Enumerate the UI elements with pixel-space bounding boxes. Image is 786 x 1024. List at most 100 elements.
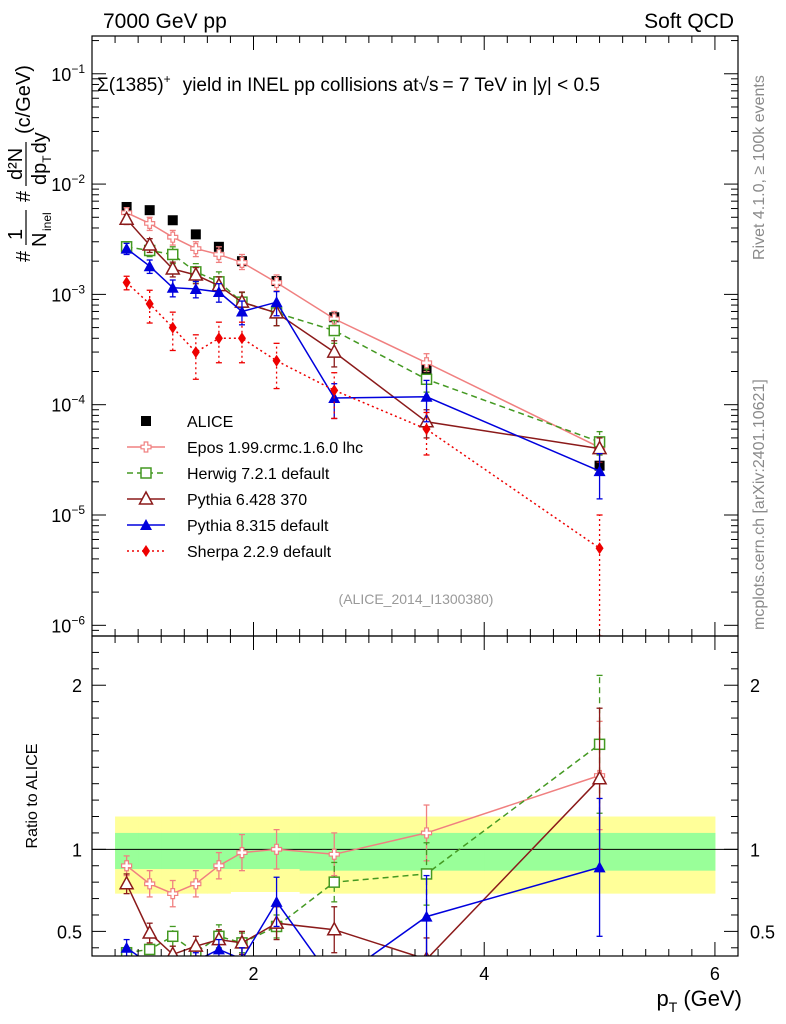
ratio-point-epos-1-99-crmc-1-6-0-lhc [420,827,433,839]
ratio-ytick-label: 0.5 [57,922,82,942]
ratio-point-pythia-8-315-default [420,910,433,922]
main-point-epos-1-99-crmc-1-6-0-lhc [190,243,202,255]
ratio-point-pythia-6-428-370 [591,770,608,785]
legend-marker [142,545,150,557]
ratio-point-pythia-8-315-default [144,958,156,969]
ratio-point-pythia-6-428-370 [326,921,343,936]
ratio-y-label: Ratio to ALICE [24,744,41,849]
ratio-ytick-label-right: 0.5 [750,922,775,942]
ratio-point-epos-1-99-crmc-1-6-0-lhc [328,848,340,860]
main-point-pythia-8-315-default [593,465,606,477]
main-line-sherpa-2-2-9-default [126,282,601,549]
main-ytick-label: 10−1 [51,62,85,85]
main-ytick-label: 10−5 [51,503,85,526]
main-line-pythia-6-428-370 [126,218,600,450]
ratio-line-epos-1-99-crmc-1-6-0-lhc [126,774,600,895]
main-ytick-label: 10−2 [51,172,85,195]
main-point-pythia-6-428-370 [141,236,158,251]
main-title: Σ(1385)+ yield in INEL pp collisions at√s… [97,72,600,96]
main-series-pythia-8-315-default [120,242,606,500]
ratio-point-pythia-6-428-370 [167,945,179,956]
watermark: (ALICE_2014_I1300380) [339,591,494,607]
legend-marker [138,490,154,505]
main-ytick-label: 10−6 [51,613,85,636]
main-point-epos-1-99-crmc-1-6-0-lhc [328,313,340,325]
main-point-epos-1-99-crmc-1-6-0-lhc [144,217,156,230]
main-point-pythia-8-315-default [166,281,179,293]
main-point-pythia-8-315-default [235,305,248,317]
legend-marker [141,416,151,426]
header-left: 7000 GeV pp [103,10,227,33]
main-line-pythia-8-315-default [126,248,600,472]
legend-label: Pythia 6.428 370 [187,492,307,509]
mcplots-label: mcplots.cern.ch [arXiv:2401.10621] [751,379,768,630]
ratio-point-herwig-7-2-1-default [143,943,156,956]
legend-label: Pythia 8.315 default [187,518,329,535]
legend-marker [140,467,152,479]
main-point-sherpa-2-2-9-default [191,346,200,359]
legend-marker [140,441,152,453]
main-point-pythia-6-428-370 [326,343,343,358]
ratio-point-epos-1-99-crmc-1-6-0-lhc [213,860,225,872]
main-point-epos-1-99-crmc-1-6-0-lhc [167,231,179,243]
main-point-pythia-8-315-default [120,242,133,254]
main-point-alice [121,201,132,212]
main-point-sherpa-2-2-9-default [422,423,431,436]
main-point-alice [144,205,155,216]
ratio-series-pythia-6-428-370 [118,707,608,956]
ratio-point-pythia-8-315-default [120,941,133,953]
ratio-xtick-label: 6 [710,964,720,984]
main-point-epos-1-99-crmc-1-6-0-lhc [213,248,225,261]
x-axis-label: pT (GeV) [657,986,743,1015]
main-point-pythia-6-428-370 [118,210,135,225]
main-point-pythia-8-315-default [212,286,225,298]
main-point-alice [190,229,201,240]
svg-text:dpTdy: dpTdy [29,132,54,185]
main-point-epos-1-99-crmc-1-6-0-lhc [420,357,433,369]
ratio-point-epos-1-99-crmc-1-6-0-lhc [236,847,248,859]
ratio-point-epos-1-99-crmc-1-6-0-lhc [121,860,133,872]
main-point-sherpa-2-2-9-default [237,332,246,345]
main-point-sherpa-2-2-9-default [272,354,281,367]
legend-item-pythia-8-315-default: Pythia 8.315 default [127,518,329,535]
main-point-pythia-8-315-default [143,260,156,272]
ratio-band-inner [207,832,231,870]
legend-item-sherpa-2-2-9-default: Sherpa 2.2.9 default [127,544,332,561]
ratio-point-pythia-8-315-default [240,953,244,956]
ratio-point-pythia-8-315-default [270,895,283,907]
legend-label: Epos 1.99.crmc.1.6.0 lhc [187,440,363,457]
ratio-band-inner [161,832,185,870]
ratio-point-pythia-8-315-default [167,968,179,979]
main-line-herwig-7-2-1-default [126,246,600,443]
ratio-band-inner [184,832,208,870]
main-panel: 10−6 10−5 10−4 10−3 10−2 10−1 Σ(1385)+ yield i… [5,35,739,637]
main-line-epos-1-99-crmc-1-6-0-lhc [126,212,600,449]
legend-item-pythia-6-428-370: Pythia 6.428 370 [127,490,307,509]
ratio-ytick-label: 2 [72,676,82,696]
ratio-point-epos-1-99-crmc-1-6-0-lhc [167,888,179,900]
ratio-point-herwig-7-2-1-default [167,930,179,943]
ratio-point-pythia-8-315-default [212,943,225,955]
ratio-ytick-label-right: 1 [750,840,760,860]
main-point-sherpa-2-2-9-default [168,321,177,334]
main-point-alice [167,215,178,226]
ratio-point-epos-1-99-crmc-1-6-0-lhc [144,878,156,890]
main-ytick-label: 10−3 [51,282,85,305]
main-point-epos-1-99-crmc-1-6-0-lhc [236,256,248,268]
main-point-sherpa-2-2-9-default [214,332,223,345]
ratio-point-epos-1-99-crmc-1-6-0-lhc [190,878,202,890]
main-point-pythia-6-428-370 [164,260,181,275]
main-point-pythia-8-315-default [270,296,283,308]
ratio-line-pythia-6-428-370 [125,778,601,956]
legend-item-alice: ALICE [141,414,233,431]
svg-text:(c/GeV): (c/GeV) [13,65,35,134]
legend-label: Herwig 7.2.1 default [187,466,330,483]
ratio-point-epos-1-99-crmc-1-6-0-lhc [270,843,283,855]
svg-text:#: # [13,190,35,202]
main-point-herwig-7-2-1-default [167,248,179,261]
main-point-pythia-8-315-default [420,390,433,402]
svg-text:N: N [29,233,51,247]
ratio-point-pythia-8-315-default [593,861,606,873]
ratio-xtick-label: 2 [248,964,258,984]
